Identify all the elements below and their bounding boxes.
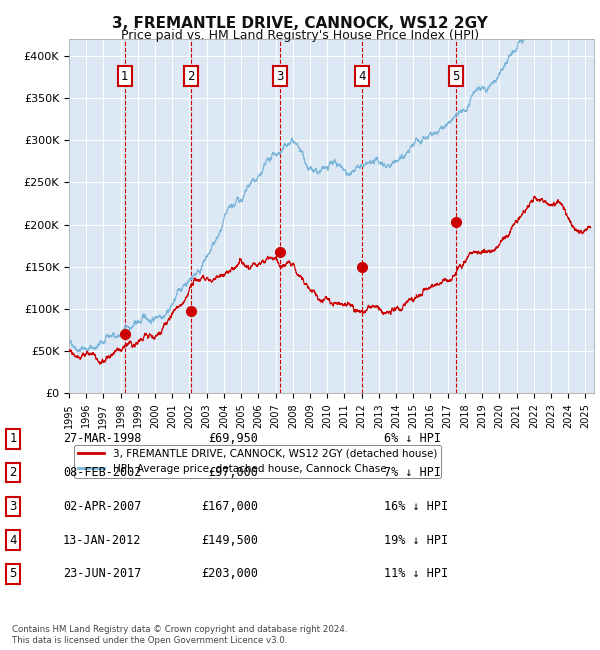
Text: Price paid vs. HM Land Registry's House Price Index (HPI): Price paid vs. HM Land Registry's House … [121, 29, 479, 42]
Text: 6% ↓ HPI: 6% ↓ HPI [384, 432, 441, 445]
Text: £97,000: £97,000 [208, 466, 258, 479]
Text: 4: 4 [10, 534, 17, 547]
Text: 02-APR-2007: 02-APR-2007 [63, 500, 142, 513]
Text: 1: 1 [121, 70, 128, 83]
Text: 5: 5 [452, 70, 460, 83]
Text: Contains HM Land Registry data © Crown copyright and database right 2024.
This d: Contains HM Land Registry data © Crown c… [12, 625, 347, 645]
Text: 7% ↓ HPI: 7% ↓ HPI [384, 466, 441, 479]
Text: 13-JAN-2012: 13-JAN-2012 [63, 534, 142, 547]
Text: 3: 3 [10, 500, 17, 513]
Text: £69,950: £69,950 [208, 432, 258, 445]
Text: 27-MAR-1998: 27-MAR-1998 [63, 432, 142, 445]
Text: 11% ↓ HPI: 11% ↓ HPI [384, 567, 448, 580]
Text: 08-FEB-2002: 08-FEB-2002 [63, 466, 142, 479]
Text: £203,000: £203,000 [201, 567, 258, 580]
Text: 3: 3 [276, 70, 284, 83]
Text: 19% ↓ HPI: 19% ↓ HPI [384, 534, 448, 547]
Text: 2: 2 [10, 466, 17, 479]
Legend: 3, FREMANTLE DRIVE, CANNOCK, WS12 2GY (detached house), HPI: Average price, deta: 3, FREMANTLE DRIVE, CANNOCK, WS12 2GY (d… [74, 445, 441, 478]
Text: 5: 5 [10, 567, 17, 580]
Text: 2: 2 [187, 70, 195, 83]
Text: 16% ↓ HPI: 16% ↓ HPI [384, 500, 448, 513]
Text: 1: 1 [10, 432, 17, 445]
Text: 23-JUN-2017: 23-JUN-2017 [63, 567, 142, 580]
Text: £149,500: £149,500 [201, 534, 258, 547]
Text: 4: 4 [359, 70, 366, 83]
Text: £167,000: £167,000 [201, 500, 258, 513]
Text: 3, FREMANTLE DRIVE, CANNOCK, WS12 2GY: 3, FREMANTLE DRIVE, CANNOCK, WS12 2GY [112, 16, 488, 31]
